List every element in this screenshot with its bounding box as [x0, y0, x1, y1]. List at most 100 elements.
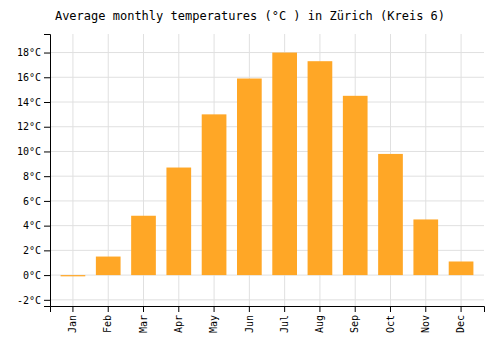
tick: 6°C — [23, 196, 50, 207]
tick-mark — [425, 306, 426, 312]
tick: Apr — [173, 306, 184, 333]
tick-mark — [461, 306, 462, 312]
tick-mark — [44, 151, 50, 152]
grid-line — [50, 126, 484, 127]
tick-mark — [249, 306, 250, 312]
tick: 16°C — [17, 72, 50, 83]
tick-mark — [284, 306, 285, 312]
tick: Aug — [314, 306, 325, 333]
tick-mark — [319, 306, 320, 312]
grid-line — [50, 151, 484, 152]
tick-label: Nov — [420, 315, 431, 333]
tick-mark — [44, 102, 50, 103]
tick-mark — [108, 306, 109, 312]
tick-label: 2°C — [23, 245, 41, 256]
tick-label: Jun — [244, 315, 255, 333]
tick-mark — [44, 300, 50, 301]
bar — [272, 53, 297, 276]
tick-label: 12°C — [17, 121, 41, 132]
tick-label: Dec — [455, 315, 466, 333]
tick: Jan — [67, 306, 78, 333]
grid-line — [72, 34, 73, 306]
grid — [50, 34, 484, 306]
plot: -2°C 0°C 2°C 4°C 6°C 8°C 10°C 12°C 14°C 16°C 18°C J… — [17, 34, 485, 333]
tick-mark — [355, 306, 356, 312]
tick: Dec — [455, 306, 466, 333]
bar — [343, 96, 368, 275]
bar — [378, 154, 403, 275]
tick-label: 0°C — [23, 270, 41, 281]
tick-mark — [44, 127, 50, 128]
tick-label: -2°C — [17, 295, 41, 306]
tick: 18°C — [17, 47, 50, 58]
grid-line — [50, 77, 484, 78]
tick-mark — [44, 275, 50, 276]
tick: 0°C — [23, 270, 50, 281]
tick: Jun — [244, 306, 255, 333]
bars — [61, 53, 474, 277]
tick-label: Feb — [102, 315, 113, 333]
tick-mark — [44, 176, 50, 177]
grid-line — [50, 176, 484, 177]
tick: 2°C — [23, 245, 50, 256]
title: Average monthly temperatures (°C ) in Zü… — [55, 9, 445, 23]
tick: Feb — [102, 306, 113, 333]
x-axis: Jan Feb Mar Apr May Jun Jul Aug Sep Oct Nov Dec — [51, 306, 485, 333]
chart-container: Average monthly temperatures (°C ) in Zü… — [0, 0, 500, 350]
axis-line — [44, 35, 51, 307]
tick: Nov — [420, 306, 431, 333]
bar — [237, 79, 262, 276]
tick: 8°C — [23, 171, 50, 182]
chart: Average monthly temperatures (°C ) in Zü… — [0, 0, 500, 350]
tick: Oct — [385, 306, 396, 333]
tick: -2°C — [17, 295, 50, 306]
tick-mark — [44, 77, 50, 78]
tick-label: Jan — [67, 315, 78, 333]
grid-line — [50, 102, 484, 103]
tick-label: 16°C — [17, 72, 41, 83]
grid-line — [50, 52, 484, 53]
bar — [202, 114, 227, 275]
tick-label: 8°C — [23, 171, 41, 182]
tick-label: 6°C — [23, 196, 41, 207]
tick-label: Aug — [314, 315, 325, 333]
y-axis: -2°C 0°C 2°C 4°C 6°C 8°C 10°C 12°C 14°C 16°C 18°C — [17, 35, 51, 307]
tick-mark — [44, 226, 50, 227]
tick-mark — [143, 306, 144, 312]
tick: Sep — [349, 306, 360, 333]
tick: 14°C — [17, 97, 50, 108]
bar — [413, 219, 438, 275]
tick-label: 18°C — [17, 47, 41, 58]
tick-label: Mar — [138, 315, 149, 333]
tick: 4°C — [23, 220, 50, 231]
tick: Jul — [279, 306, 290, 333]
tick-label: 14°C — [17, 97, 41, 108]
tick: May — [208, 306, 219, 333]
tick-mark — [72, 306, 73, 312]
tick-label: Sep — [349, 315, 360, 333]
grid-line — [50, 299, 484, 300]
bar — [166, 168, 191, 276]
tick: Mar — [138, 306, 149, 333]
tick-mark — [178, 306, 179, 312]
tick-mark — [44, 201, 50, 202]
grid-line — [50, 200, 484, 201]
bar — [131, 216, 156, 275]
tick-label: Apr — [173, 315, 184, 333]
tick-label: 10°C — [17, 146, 41, 157]
tick-mark — [44, 250, 50, 251]
tick: 10°C — [17, 146, 50, 157]
bar — [96, 257, 121, 276]
bar — [61, 275, 86, 276]
tick-label: 4°C — [23, 220, 41, 231]
tick-label: May — [208, 315, 219, 333]
tick-mark — [390, 306, 391, 312]
tick-label: Jul — [279, 315, 290, 333]
bar — [449, 261, 474, 275]
tick-mark — [44, 53, 50, 54]
tick-mark — [214, 306, 215, 312]
bar — [308, 61, 333, 275]
tick: 12°C — [17, 121, 50, 132]
axis-line — [51, 307, 485, 313]
tick-label: Oct — [385, 315, 396, 333]
